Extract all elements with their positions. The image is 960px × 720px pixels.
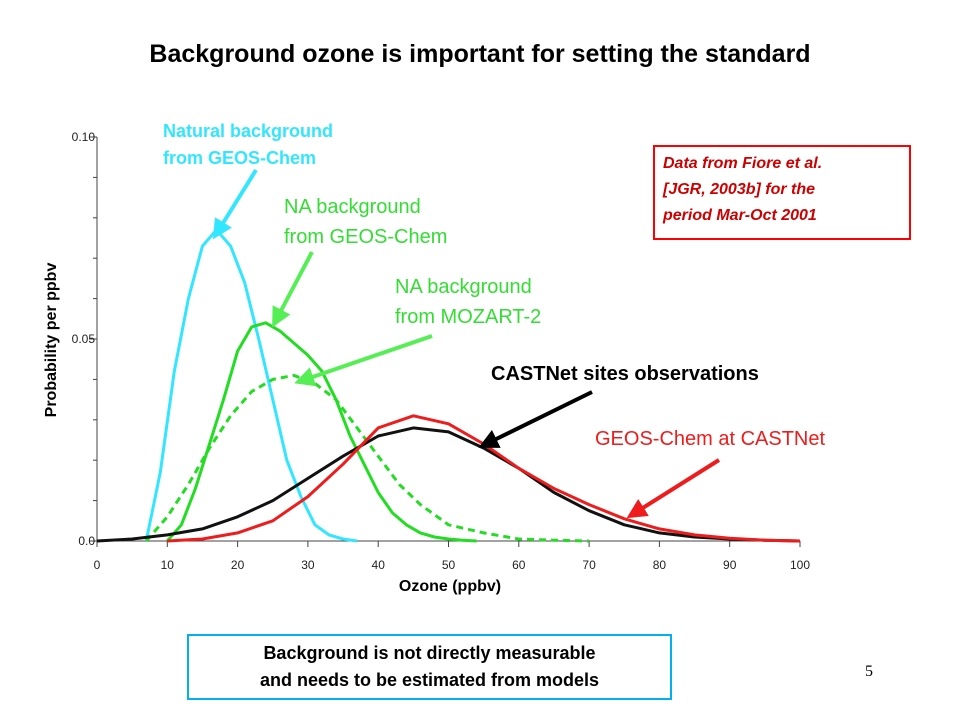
na-geos-line2: from GEOS-Chem (284, 226, 448, 248)
note-box: Background is not directly measurable an… (187, 634, 672, 700)
reference-line1: Data from Fiore et al. (663, 155, 823, 172)
x-tick-label: 60 (512, 558, 526, 572)
y-tick-label: 0.05 (72, 332, 96, 346)
x-tick-label: 50 (442, 558, 456, 572)
castnet-obs-annotation: CASTNet sites observations (491, 363, 759, 385)
reference-box: Data from Fiore et al. [JGR, 2003b] for … (653, 145, 911, 240)
x-tick-label: 30 (301, 558, 315, 572)
geos-castnet-annotation: GEOS-Chem at CASTNet (595, 428, 826, 450)
reference-line2: [JGR, 2003b] for the (663, 181, 816, 198)
na-geos-line1: NA background (284, 196, 421, 218)
x-tick-label: 80 (653, 558, 667, 572)
na-mozart-annotation: NA background from MOZART-2 (395, 272, 541, 332)
series-line-na_geos (166, 321, 477, 543)
x-tick-label: 90 (723, 558, 737, 572)
y-tick-label: 0.10 (72, 130, 96, 144)
note-line1: Background is not directly measurable (263, 643, 596, 663)
reference-line3: period Mar-Oct 2001 (663, 207, 817, 224)
x-tick-label: 10 (161, 558, 175, 572)
na-mozart-line1: NA background (395, 276, 532, 298)
series-line-natural (144, 228, 358, 543)
na-geos-arrow (272, 251, 314, 328)
x-tick-label: 100 (790, 558, 810, 572)
page-number: 5 (865, 663, 873, 680)
na-mozart-arrow (294, 334, 433, 387)
x-tick-label: 40 (372, 558, 386, 572)
x-axis-title: Ozone (ppbv) (399, 578, 501, 595)
x-tick-label: 0 (94, 558, 101, 572)
na-mozart-line2: from MOZART-2 (395, 306, 542, 328)
natural-bg-arrow (212, 168, 258, 240)
castnet-obs-arrow (478, 390, 593, 448)
y-tick-label: 0.0 (78, 534, 95, 548)
geos-castnet-arrow (626, 458, 721, 519)
series-line-obs (96, 426, 801, 543)
series-line-na_mozart (145, 373, 590, 543)
page-title: Background ozone is important for settin… (149, 40, 811, 68)
natural-bg-annotation: Natural background from GEOS-Chem (163, 118, 333, 172)
na-geos-annotation: NA background from GEOS-Chem (284, 192, 447, 252)
x-tick-label: 20 (231, 558, 245, 572)
natural-bg-line1: Natural background (163, 121, 334, 141)
natural-bg-line2: from GEOS-Chem (163, 148, 317, 168)
x-tick-label: 70 (582, 558, 596, 572)
note-line2: and needs to be estimated from models (259, 670, 600, 690)
y-axis-title: Probability per ppbv (43, 263, 60, 418)
